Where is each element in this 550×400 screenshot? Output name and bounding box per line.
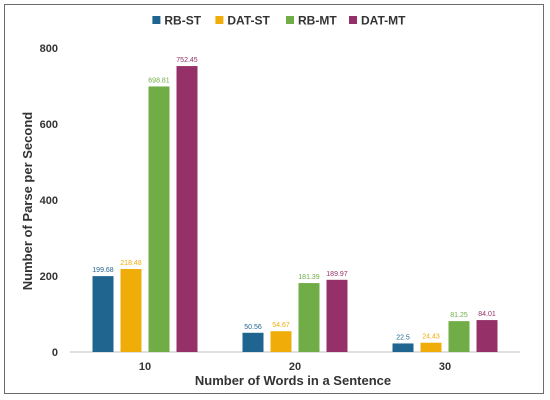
legend-swatch-dat-st	[215, 16, 224, 24]
x-axis: 10 20 30	[70, 351, 520, 373]
bar-rb-mt-10	[148, 86, 170, 352]
bar-rb-st-30	[392, 343, 414, 352]
legend-label: RB-MT	[298, 14, 337, 28]
x-tick-label: 30	[439, 361, 451, 373]
data-label: 50.56	[244, 324, 262, 331]
bar-dat-mt-30	[476, 320, 498, 352]
y-axis: 0 200 400 600 800	[40, 43, 58, 359]
x-tick-label: 10	[139, 361, 151, 373]
data-label: 218.48	[120, 260, 142, 267]
bar-dat-st-30	[420, 342, 442, 352]
y-tick-label: 400	[40, 195, 58, 207]
bar-rb-st-20	[242, 332, 264, 352]
data-label: 698.81	[148, 77, 170, 84]
bars	[92, 66, 498, 352]
data-label: 752.45	[176, 57, 198, 64]
bar-dat-st-10	[120, 268, 142, 352]
x-tick-label: 20	[289, 361, 301, 373]
data-label: 24.43	[422, 334, 440, 341]
legend: RB-ST DAT-ST RB-MT DAT-MT	[152, 14, 406, 28]
data-label: 181.39	[298, 274, 320, 281]
bar-dat-st-20	[270, 331, 292, 352]
data-label: 81.25	[450, 312, 468, 319]
data-label: 54.67	[272, 322, 290, 329]
legend-swatch-rb-mt	[286, 16, 294, 24]
x-axis-title: Number of Words in a Sentence	[195, 373, 391, 388]
bar-rb-mt-30	[448, 321, 470, 352]
bar-dat-mt-20	[326, 279, 348, 352]
y-tick-label: 600	[40, 119, 58, 131]
legend-swatch-dat-mt	[349, 16, 357, 24]
legend-label: RB-ST	[164, 14, 201, 28]
y-tick-label: 0	[52, 347, 58, 359]
data-label: 22.5	[396, 334, 410, 341]
bar-dat-mt-10	[176, 66, 198, 352]
data-label: 84.01	[478, 311, 496, 318]
data-label: 199.68	[92, 267, 114, 274]
bar-rb-mt-20	[298, 283, 320, 352]
y-tick-label: 800	[40, 43, 58, 55]
data-labels: 199.68 218.48 698.81 752.45 50.56 54.67 181.39…	[92, 57, 496, 341]
y-tick-label: 200	[40, 271, 58, 283]
bar-rb-st-10	[92, 276, 114, 352]
y-axis-title: Number of Parse per Second	[20, 112, 35, 290]
data-label: 189.97	[326, 271, 348, 278]
legend-label: DAT-ST	[227, 14, 270, 28]
legend-swatch-rb-st	[152, 16, 161, 24]
legend-label: DAT-MT	[361, 14, 406, 28]
